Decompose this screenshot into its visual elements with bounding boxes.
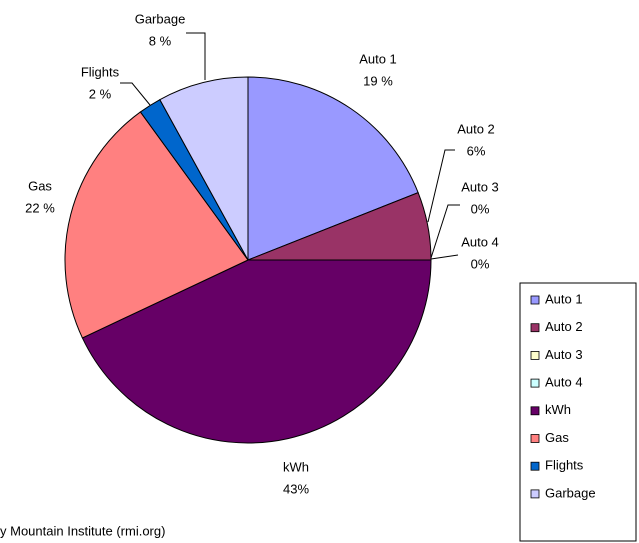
slice-value-label: 2 % bbox=[89, 86, 112, 101]
slice-label: Auto 1 bbox=[359, 51, 397, 66]
slice-value-label: 8 % bbox=[149, 33, 172, 48]
leader-line bbox=[427, 149, 455, 223]
legend-swatch bbox=[530, 350, 540, 360]
slice-value-label: 43% bbox=[283, 481, 309, 496]
slice-value-label: 6% bbox=[467, 143, 486, 158]
pie-slice bbox=[159, 76, 249, 261]
legend-label: Gas bbox=[545, 430, 569, 445]
pie-slice bbox=[247, 76, 419, 261]
slice-label: Auto 3 bbox=[461, 179, 499, 194]
legend-swatch bbox=[530, 434, 540, 443]
slice-label: Flights bbox=[81, 64, 120, 79]
slice-label: Gas bbox=[28, 178, 52, 193]
legend-swatch bbox=[530, 378, 540, 388]
legend-label: Garbage bbox=[545, 485, 596, 500]
legend-label: Auto 3 bbox=[545, 347, 583, 362]
source-note: y Mountain Institute (rmi.org) bbox=[0, 523, 165, 538]
slice-label: Garbage bbox=[135, 11, 186, 26]
legend-label: kWh bbox=[545, 402, 571, 417]
legend-label: Auto 4 bbox=[545, 375, 583, 390]
slice-label: Auto 2 bbox=[457, 121, 495, 136]
legend-swatch bbox=[530, 406, 540, 416]
leader-lines bbox=[120, 32, 460, 260]
leader-line bbox=[430, 204, 460, 259]
legend-swatch bbox=[530, 323, 540, 333]
slice-value-label: 22 % bbox=[25, 200, 55, 215]
leader-line bbox=[430, 254, 459, 260]
leader-line bbox=[120, 82, 151, 106]
legend-swatch bbox=[530, 461, 540, 471]
slice-value-label: 0% bbox=[471, 256, 490, 271]
slice-value-label: 0% bbox=[471, 201, 490, 216]
leader-line bbox=[186, 32, 206, 80]
slice-value-label: 19 % bbox=[363, 73, 393, 88]
legend-label: Flights bbox=[545, 458, 584, 473]
pie-slice bbox=[64, 111, 249, 339]
legend-swatch bbox=[530, 489, 540, 499]
legend-label: Auto 1 bbox=[545, 291, 583, 306]
pie-slice bbox=[81, 259, 432, 444]
legend-label: Auto 2 bbox=[545, 319, 583, 334]
legend-swatch bbox=[530, 295, 540, 305]
slice-label: kWh bbox=[283, 459, 309, 474]
slice-label: Auto 4 bbox=[461, 234, 499, 249]
